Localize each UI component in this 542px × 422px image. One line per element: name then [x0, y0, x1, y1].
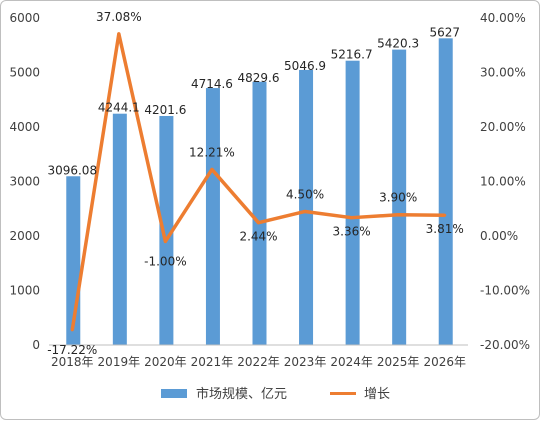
y-right-tick-label: 30.00%: [480, 66, 526, 80]
growth-point-2: [163, 239, 167, 243]
bar-7: [392, 49, 407, 345]
growth-value-label: 2.44%: [239, 230, 277, 244]
bar-4: [252, 81, 267, 345]
bar-value-label: 5216.7: [331, 48, 373, 62]
bar-5: [299, 69, 314, 346]
growth-value-label: 37.08%: [96, 10, 142, 24]
y-right-tick-label: 0.00%: [480, 229, 518, 243]
bar-8: [438, 38, 453, 346]
growth-value-label: -17.22%: [47, 343, 97, 357]
y-right-tick-label: -20.00%: [480, 338, 530, 352]
legend: 市场规模、亿元 增长: [161, 386, 390, 402]
line-series: [70, 32, 447, 332]
bar-value-label: 4201.6: [144, 103, 186, 117]
y-left-tick-label: 4000: [9, 120, 40, 134]
y-left-tick-label: 5000: [9, 66, 40, 80]
x-tick-label: 2020年: [144, 355, 187, 369]
legend-label-bar: 市场规模、亿元: [196, 386, 287, 402]
y-left-tick-label: 1000: [9, 284, 40, 298]
y-left-tick-label: 0: [32, 338, 40, 352]
x-tick-label: 2025年: [377, 355, 420, 369]
y-left-tick-label: 6000: [9, 11, 40, 25]
bar-series: [66, 38, 453, 346]
growth-value-label: 3.81%: [426, 222, 464, 236]
growth-value-label: 12.21%: [189, 145, 235, 159]
y-right-tick-label: 10.00%: [480, 175, 526, 189]
bar-value-label: 4244.1: [98, 101, 140, 115]
growth-point-1: [117, 32, 121, 36]
bar-6: [345, 60, 360, 345]
x-tick-label: 2024年: [330, 355, 373, 369]
bar-2: [159, 116, 174, 345]
growth-point-3: [210, 167, 214, 171]
y-left-tick-label: 3000: [9, 175, 40, 189]
bar-value-label: 5420.3: [377, 37, 419, 51]
growth-value-label: 3.90%: [379, 191, 417, 205]
bar-3: [205, 88, 220, 346]
y-right-tick-label: 20.00%: [480, 120, 526, 134]
growth-point-0: [70, 328, 74, 332]
growth-point-4: [257, 221, 260, 225]
bar-value-label: 5627: [429, 25, 460, 39]
y-right-tick-label: -10.00%: [480, 284, 530, 298]
growth-point-7: [396, 213, 400, 217]
growth-point-8: [443, 213, 447, 217]
bar-value-label: 4714.6: [191, 77, 233, 91]
bar-value-label: 3096.08: [47, 163, 97, 177]
growth-value-label: -1.00%: [144, 254, 186, 268]
bar-value-label: 5046.9: [284, 59, 326, 73]
x-tick-label: 2026年: [423, 355, 466, 369]
growth-value-label: 4.50%: [286, 187, 324, 201]
y-left-tick-label: 2000: [9, 229, 40, 243]
x-tick-label: 2018年: [51, 355, 94, 369]
growth-point-5: [303, 209, 307, 213]
x-tick-label: 2019年: [98, 355, 141, 369]
growth-point-6: [350, 216, 354, 220]
growth-value-label: 3.36%: [333, 225, 371, 239]
x-tick-label: 2023年: [284, 355, 327, 369]
data-labels: 3096.08 4244.1 4201.6 4714.6 4829.6 5046.9 521…: [47, 10, 464, 357]
x-tick-label: 2022年: [237, 355, 280, 369]
bar-value-label: 4829.6: [238, 71, 280, 85]
y-right-tick-label: 40.00%: [480, 11, 526, 25]
axes: 0 1000 2000 3000 4000 5000 6000 -20.00% -10.00% 0…: [9, 11, 530, 369]
x-tick-label: 2021年: [191, 355, 234, 369]
legend-swatch-bar: [161, 389, 187, 398]
legend-label-line: 增长: [364, 387, 390, 402]
bar-1: [112, 113, 127, 345]
